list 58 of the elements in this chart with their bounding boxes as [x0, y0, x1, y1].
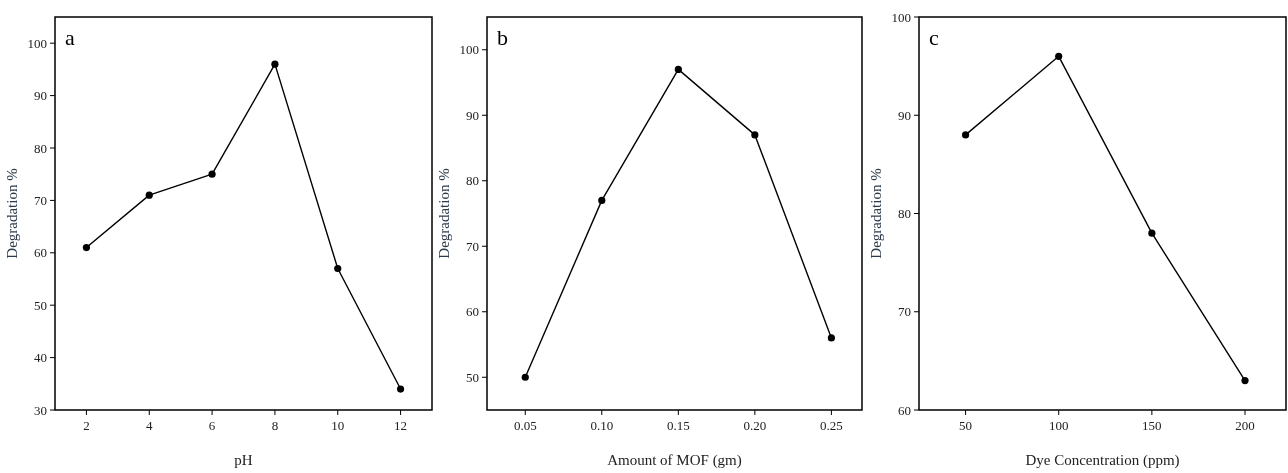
y-tick-label: 100: [27, 35, 47, 51]
y-tick-label: 100: [459, 42, 479, 58]
y-tick-label: 50: [34, 297, 47, 313]
x-tick-label: 6: [208, 418, 216, 433]
y-tick-label: 60: [898, 402, 911, 418]
y-tick-label: 80: [34, 140, 47, 156]
point: [396, 385, 405, 393]
y-tick-label: 90: [898, 107, 911, 123]
chart-title: a: [65, 25, 75, 50]
x-tick-label: 12: [394, 418, 408, 433]
point: [82, 243, 91, 252]
x-tick-label: 0.15: [666, 418, 690, 433]
x-tick-label: 50: [959, 418, 973, 433]
point: [208, 170, 216, 178]
x-tick-label: 8: [271, 418, 279, 433]
x-tick-label: 0.20: [743, 418, 767, 433]
x-tick-label: 0.05: [513, 418, 537, 433]
x-axis-title: Amount of MOF (gm): [607, 452, 742, 469]
x-tick-label: 100: [1048, 418, 1069, 433]
point: [1055, 52, 1063, 60]
point: [334, 264, 342, 273]
y-tick-label: 70: [34, 192, 47, 208]
point: [961, 131, 970, 139]
y-tick-label: 80: [898, 206, 911, 222]
y-axis-title: Degradation %: [436, 168, 452, 259]
y-tick-label: 60: [466, 304, 479, 320]
y-tick-label: 30: [34, 402, 47, 418]
y-tick-label: 100: [891, 9, 911, 25]
point: [271, 60, 279, 68]
x-tick-label: 200: [1235, 418, 1255, 433]
point: [598, 196, 606, 204]
y-tick-label: 60: [34, 245, 47, 261]
y-tick-label: 80: [466, 173, 479, 189]
y-tick-label: 50: [466, 369, 479, 385]
x-tick-label: 10: [331, 418, 345, 433]
y-axis-title: Degradation %: [868, 168, 884, 259]
chart-title: b: [497, 25, 508, 50]
point: [827, 334, 835, 342]
point: [145, 191, 153, 199]
x-tick-label: 150: [1142, 418, 1162, 433]
point: [521, 373, 529, 381]
y-axis-title: Degradation %: [4, 168, 20, 259]
x-tick-label: 4: [146, 418, 153, 433]
x-tick-label: 2: [83, 418, 90, 433]
y-tick-label: 90: [34, 88, 47, 104]
x-tick-label: 0.25: [820, 418, 843, 433]
y-tick-label: 90: [466, 107, 479, 123]
x-axis-title: Dye Concentration (ppm): [1025, 452, 1180, 469]
point: [751, 131, 759, 139]
point: [1148, 229, 1156, 237]
chart-title: c: [929, 25, 939, 50]
point: [1241, 376, 1249, 385]
y-tick-label: 70: [466, 238, 479, 254]
point: [674, 65, 682, 73]
y-tick-label: 70: [898, 304, 911, 320]
x-axis-title: pH: [234, 452, 253, 468]
x-tick-label: 0.10: [590, 418, 614, 433]
y-tick-label: 40: [34, 350, 47, 366]
